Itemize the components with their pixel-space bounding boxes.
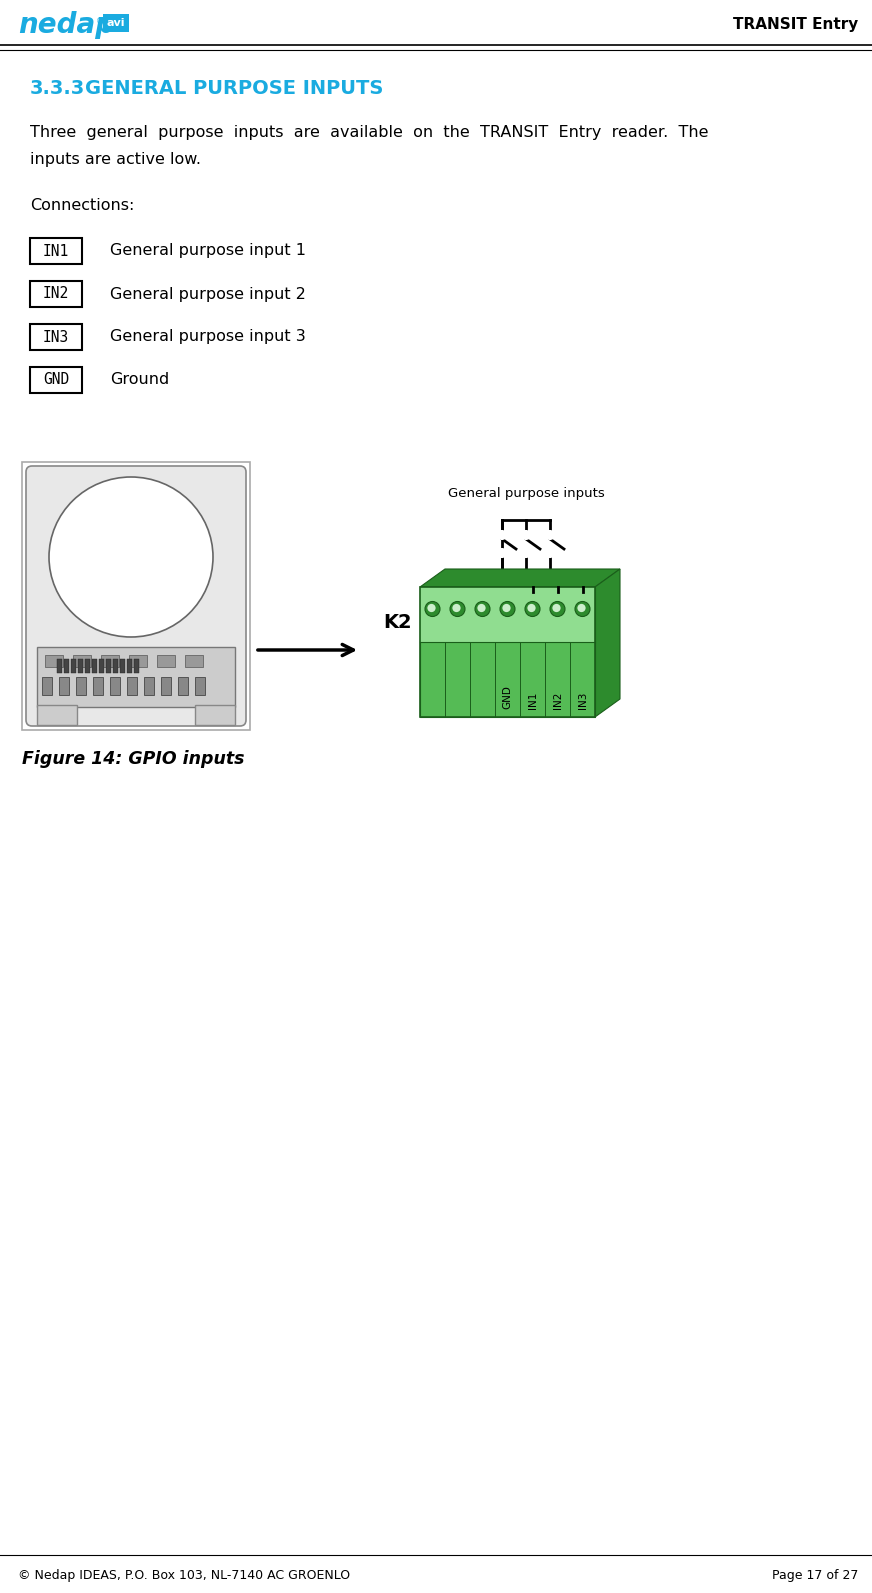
Bar xyxy=(420,586,445,642)
Bar xyxy=(92,660,97,672)
Bar xyxy=(42,677,52,695)
FancyBboxPatch shape xyxy=(26,467,246,726)
Text: Connections:: Connections: xyxy=(30,198,134,213)
Bar xyxy=(161,677,171,695)
Circle shape xyxy=(498,550,506,558)
Bar xyxy=(545,586,570,642)
Text: IN3: IN3 xyxy=(43,330,69,344)
Bar xyxy=(93,677,103,695)
Bar xyxy=(520,586,545,642)
Bar xyxy=(30,323,82,350)
Circle shape xyxy=(498,530,506,538)
Bar xyxy=(134,660,139,672)
Bar xyxy=(470,586,495,642)
Circle shape xyxy=(427,604,436,612)
Bar xyxy=(37,706,77,725)
Bar xyxy=(30,280,82,307)
Text: General purpose input 2: General purpose input 2 xyxy=(110,287,306,301)
Text: inputs are active low.: inputs are active low. xyxy=(30,151,201,167)
Text: General purpose inputs: General purpose inputs xyxy=(448,487,605,500)
Circle shape xyxy=(477,604,486,612)
Bar xyxy=(113,660,118,672)
Circle shape xyxy=(522,530,530,538)
Bar xyxy=(144,677,154,695)
Bar xyxy=(22,462,250,730)
Bar xyxy=(37,647,235,707)
Bar xyxy=(73,655,91,667)
Bar xyxy=(106,660,111,672)
Text: avi: avi xyxy=(106,18,126,29)
Bar xyxy=(64,660,69,672)
Bar xyxy=(103,14,129,32)
Bar xyxy=(570,586,595,642)
Text: GENERAL PURPOSE INPUTS: GENERAL PURPOSE INPUTS xyxy=(85,78,384,97)
Bar xyxy=(420,586,595,717)
Text: GND: GND xyxy=(43,373,69,387)
Bar xyxy=(30,366,82,393)
Bar xyxy=(101,655,119,667)
Bar xyxy=(45,655,63,667)
Text: Ground: Ground xyxy=(110,373,169,387)
Circle shape xyxy=(522,550,530,558)
Circle shape xyxy=(550,602,565,616)
Bar xyxy=(129,655,147,667)
Circle shape xyxy=(546,550,554,558)
Circle shape xyxy=(502,604,511,612)
Text: Page 17 of 27: Page 17 of 27 xyxy=(772,1569,858,1582)
Text: IN1: IN1 xyxy=(528,691,537,709)
Circle shape xyxy=(475,602,490,616)
Bar xyxy=(120,660,125,672)
Text: GND: GND xyxy=(502,685,513,709)
Text: ®: ® xyxy=(96,18,105,25)
Text: IN2: IN2 xyxy=(43,287,69,301)
Circle shape xyxy=(546,530,554,538)
Bar xyxy=(195,706,235,725)
Circle shape xyxy=(450,602,465,616)
Bar xyxy=(78,660,83,672)
Circle shape xyxy=(528,604,535,612)
Text: TRANSIT Entry: TRANSIT Entry xyxy=(732,18,858,32)
Bar xyxy=(71,660,76,672)
Polygon shape xyxy=(595,569,620,717)
Text: General purpose input 3: General purpose input 3 xyxy=(110,330,306,344)
Bar xyxy=(127,660,132,672)
Circle shape xyxy=(577,604,586,612)
Text: nedap: nedap xyxy=(18,11,115,38)
Bar xyxy=(157,655,175,667)
Bar xyxy=(178,677,188,695)
Circle shape xyxy=(500,602,515,616)
Bar xyxy=(445,586,470,642)
Text: Three  general  purpose  inputs  are  available  on  the  TRANSIT  Entry  reader: Three general purpose inputs are availab… xyxy=(30,124,708,140)
Bar xyxy=(76,677,86,695)
Circle shape xyxy=(525,602,540,616)
Circle shape xyxy=(453,604,460,612)
Text: IN3: IN3 xyxy=(577,691,588,709)
Text: Figure 14: GPIO inputs: Figure 14: GPIO inputs xyxy=(22,750,244,768)
Ellipse shape xyxy=(49,476,213,637)
Bar xyxy=(127,677,137,695)
Bar xyxy=(110,677,120,695)
Circle shape xyxy=(575,602,590,616)
Text: General purpose input 1: General purpose input 1 xyxy=(110,244,306,258)
Circle shape xyxy=(425,602,440,616)
Text: IN1: IN1 xyxy=(43,244,69,258)
Text: © Nedap IDEAS, P.O. Box 103, NL-7140 AC GROENLO: © Nedap IDEAS, P.O. Box 103, NL-7140 AC … xyxy=(18,1569,351,1582)
Bar xyxy=(185,655,203,667)
Text: 3.3.3: 3.3.3 xyxy=(30,78,85,97)
Text: K2: K2 xyxy=(384,612,412,631)
Bar xyxy=(495,586,520,642)
Bar xyxy=(59,677,69,695)
Bar xyxy=(195,677,205,695)
Bar xyxy=(420,586,595,717)
Bar xyxy=(85,660,90,672)
Polygon shape xyxy=(420,569,620,586)
Bar xyxy=(57,660,62,672)
Bar xyxy=(30,237,82,264)
Bar xyxy=(99,660,104,672)
Text: IN2: IN2 xyxy=(553,691,562,709)
Circle shape xyxy=(552,604,561,612)
